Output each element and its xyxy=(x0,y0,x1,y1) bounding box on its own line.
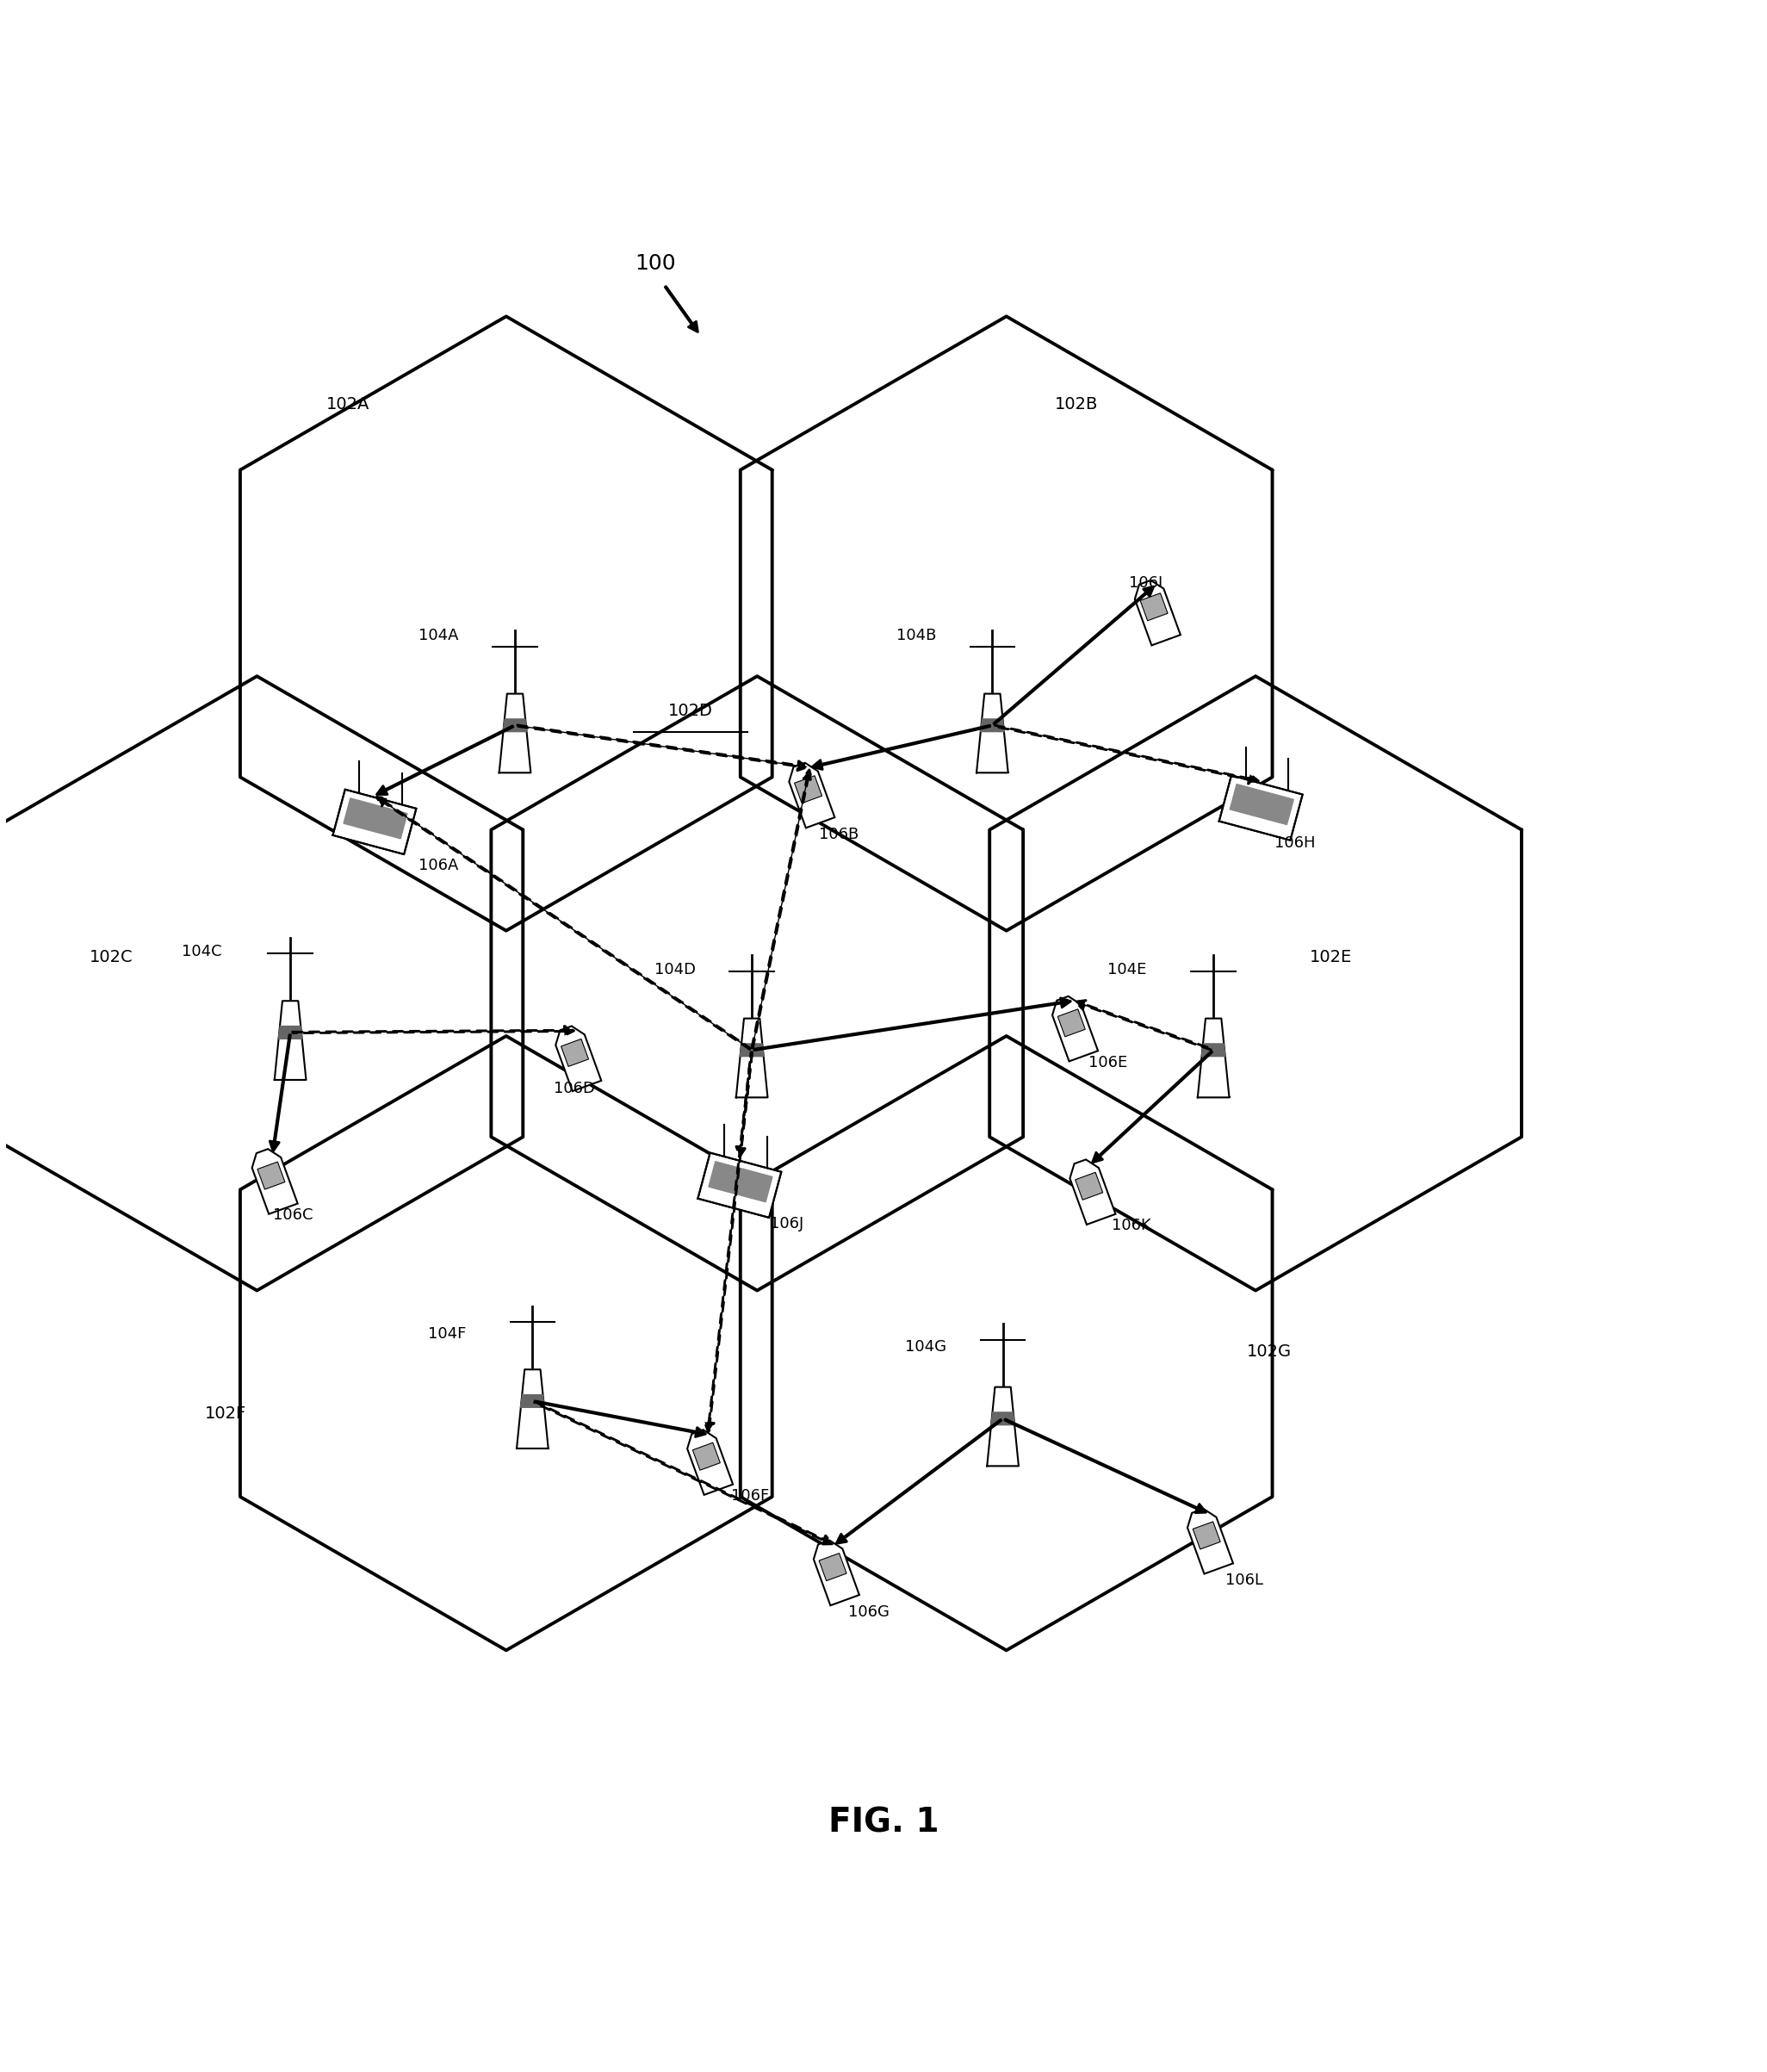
FancyArrowPatch shape xyxy=(1005,1419,1207,1513)
Text: 106L: 106L xyxy=(1226,1573,1263,1587)
FancyArrowPatch shape xyxy=(755,999,1071,1051)
Polygon shape xyxy=(1140,593,1168,622)
FancyArrowPatch shape xyxy=(518,725,808,771)
Text: 106A: 106A xyxy=(419,858,458,874)
Text: 106G: 106G xyxy=(848,1604,889,1620)
Polygon shape xyxy=(1230,783,1293,825)
Text: 104B: 104B xyxy=(896,628,937,644)
Text: 102E: 102E xyxy=(1309,949,1352,966)
Polygon shape xyxy=(737,1019,767,1098)
Polygon shape xyxy=(977,694,1009,773)
FancyArrowPatch shape xyxy=(376,798,751,1048)
Polygon shape xyxy=(687,1430,733,1494)
FancyArrowPatch shape xyxy=(737,1053,753,1156)
Text: 102G: 102G xyxy=(1248,1345,1292,1359)
Text: 104G: 104G xyxy=(905,1339,947,1355)
Text: 104F: 104F xyxy=(428,1326,466,1343)
Polygon shape xyxy=(820,1554,846,1581)
Polygon shape xyxy=(1202,1044,1226,1057)
Polygon shape xyxy=(516,1370,548,1448)
Polygon shape xyxy=(1069,1160,1115,1225)
Polygon shape xyxy=(258,1162,284,1189)
Text: 104A: 104A xyxy=(419,628,459,644)
Polygon shape xyxy=(795,775,822,804)
Polygon shape xyxy=(1198,1019,1230,1098)
FancyArrowPatch shape xyxy=(535,1401,705,1436)
Polygon shape xyxy=(698,1152,781,1218)
Polygon shape xyxy=(560,1038,588,1067)
FancyArrowPatch shape xyxy=(293,1026,574,1036)
Polygon shape xyxy=(988,1386,1018,1467)
Text: 102A: 102A xyxy=(327,396,369,412)
FancyArrowPatch shape xyxy=(534,1401,832,1544)
FancyArrowPatch shape xyxy=(1092,1051,1212,1162)
Text: 106B: 106B xyxy=(818,827,859,841)
Polygon shape xyxy=(1058,1009,1085,1036)
Polygon shape xyxy=(740,1044,763,1057)
Text: 106F: 106F xyxy=(732,1488,769,1504)
Polygon shape xyxy=(332,789,417,854)
Polygon shape xyxy=(1076,1173,1103,1200)
Polygon shape xyxy=(277,1026,302,1038)
FancyArrowPatch shape xyxy=(995,725,1258,783)
Text: 104D: 104D xyxy=(654,961,696,978)
Polygon shape xyxy=(991,1413,1014,1426)
Polygon shape xyxy=(1187,1508,1233,1575)
Text: 102D: 102D xyxy=(668,702,712,719)
FancyArrowPatch shape xyxy=(270,1034,290,1152)
Polygon shape xyxy=(521,1394,544,1407)
Text: 104C: 104C xyxy=(182,945,223,959)
Text: 106K: 106K xyxy=(1111,1218,1150,1233)
Polygon shape xyxy=(274,1001,306,1080)
Polygon shape xyxy=(709,1162,772,1202)
Text: 104E: 104E xyxy=(1108,961,1147,978)
Polygon shape xyxy=(504,719,527,731)
Text: 106H: 106H xyxy=(1274,835,1316,852)
Polygon shape xyxy=(1193,1521,1221,1550)
Text: 106C: 106C xyxy=(272,1208,313,1222)
Polygon shape xyxy=(981,719,1004,731)
Polygon shape xyxy=(343,798,408,839)
Text: 100: 100 xyxy=(634,253,675,274)
Polygon shape xyxy=(1053,997,1097,1061)
Text: 102B: 102B xyxy=(1055,396,1099,412)
Polygon shape xyxy=(555,1026,601,1092)
FancyArrowPatch shape xyxy=(751,771,813,1048)
FancyArrowPatch shape xyxy=(993,586,1154,725)
Text: 106J: 106J xyxy=(769,1216,804,1231)
Text: 106E: 106E xyxy=(1088,1055,1127,1069)
Polygon shape xyxy=(693,1442,721,1471)
Polygon shape xyxy=(790,762,834,829)
FancyArrowPatch shape xyxy=(376,725,512,794)
Text: 102C: 102C xyxy=(90,949,133,966)
FancyArrowPatch shape xyxy=(705,1053,753,1432)
Text: 106D: 106D xyxy=(553,1082,595,1096)
FancyArrowPatch shape xyxy=(664,286,698,332)
Polygon shape xyxy=(813,1539,859,1606)
Polygon shape xyxy=(1134,580,1180,644)
Text: FIG. 1: FIG. 1 xyxy=(829,1807,938,1838)
Polygon shape xyxy=(498,694,530,773)
Polygon shape xyxy=(1219,775,1302,841)
FancyArrowPatch shape xyxy=(1076,1001,1212,1051)
FancyArrowPatch shape xyxy=(813,725,990,769)
Text: 102F: 102F xyxy=(205,1405,246,1421)
Polygon shape xyxy=(253,1150,297,1214)
Text: 106I: 106I xyxy=(1129,576,1163,591)
FancyArrowPatch shape xyxy=(836,1419,1002,1544)
